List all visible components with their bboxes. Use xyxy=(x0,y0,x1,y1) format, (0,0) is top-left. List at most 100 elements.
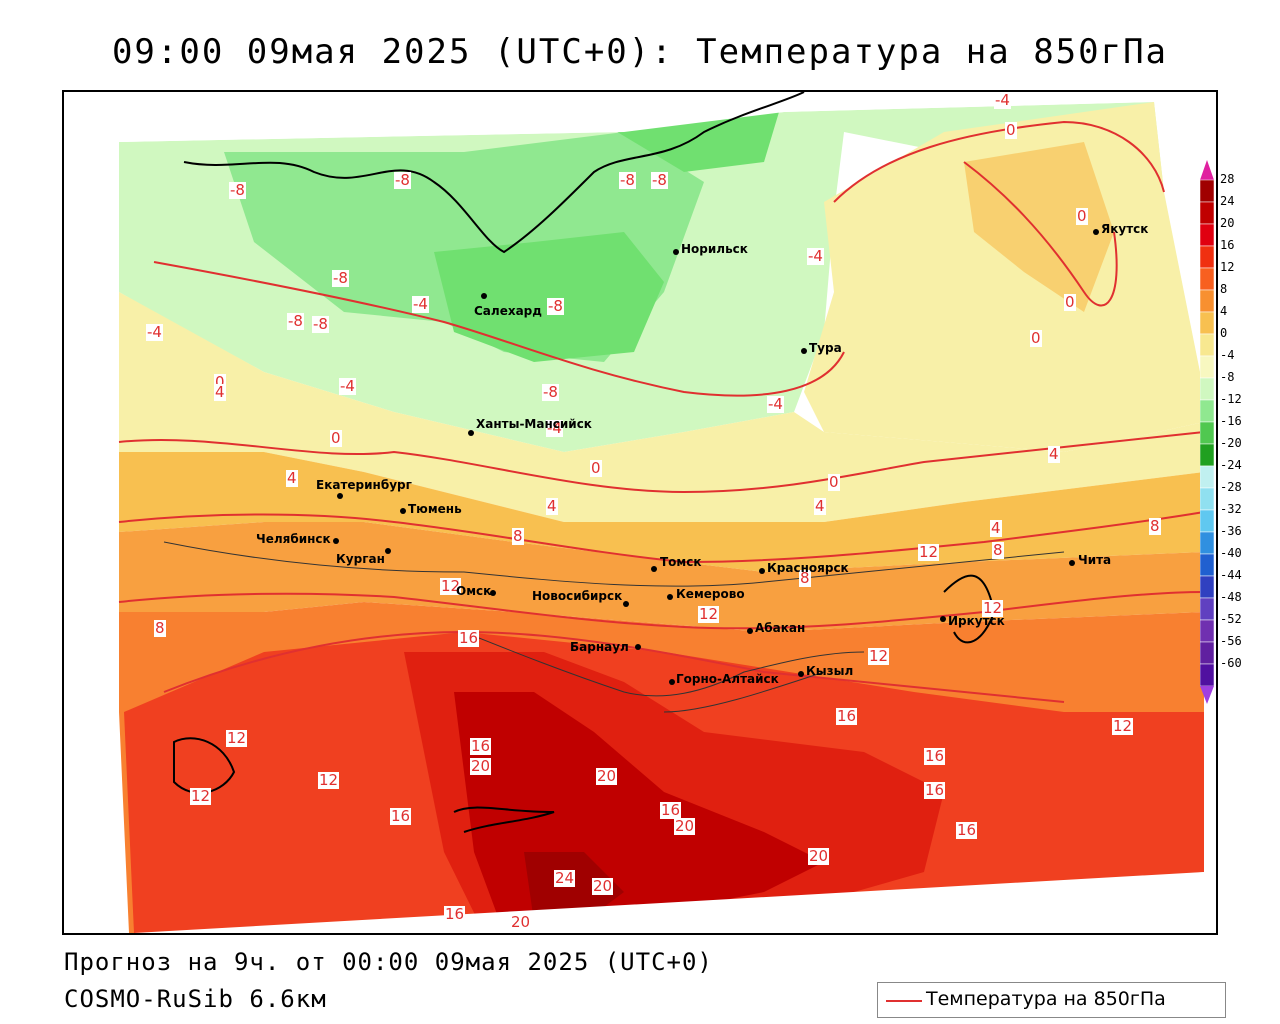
colorbar-tick-label: -32 xyxy=(1220,502,1242,516)
contour-label: 0 xyxy=(1076,207,1088,225)
contour-label: 8 xyxy=(512,527,524,545)
city-label: Чита xyxy=(1078,553,1112,567)
colorbar-tick-label: 4 xyxy=(1220,304,1228,318)
city-dot xyxy=(759,568,765,574)
colorbar-swatch xyxy=(1200,619,1215,643)
city-dot xyxy=(1069,560,1075,566)
contour-label: 8 xyxy=(799,569,811,587)
colorbar-tick-label: -40 xyxy=(1220,546,1242,560)
city-dot xyxy=(667,594,673,600)
map-title: 09:00 09мая 2025 (UTC+0): Температура на… xyxy=(111,32,1169,72)
city-label: Якутск xyxy=(1101,222,1149,236)
contour-label: -4 xyxy=(807,247,824,265)
contour-label: 16 xyxy=(458,629,480,647)
contour-label: 4 xyxy=(1048,445,1060,463)
colorbar-tick-label: 8 xyxy=(1220,282,1228,296)
contour-label: 16 xyxy=(390,807,412,825)
colorbar-swatch xyxy=(1200,465,1215,489)
contour-label: -8 xyxy=(287,312,304,330)
temperature-field xyxy=(64,92,1216,933)
city-dot xyxy=(490,590,496,596)
colorbar-swatch xyxy=(1200,663,1215,687)
colorbar-swatch xyxy=(1200,333,1215,357)
city-dot xyxy=(673,249,679,255)
colorbar-top-arrow xyxy=(1200,160,1214,180)
contour-label: 16 xyxy=(444,905,466,923)
colorbar-swatch xyxy=(1200,201,1215,225)
colorbar-swatch xyxy=(1200,179,1215,203)
city-dot xyxy=(651,566,657,572)
colorbar-swatch xyxy=(1200,443,1215,467)
city-label: Красноярск xyxy=(767,561,849,575)
contour-label: 24 xyxy=(554,869,576,887)
city-label: Барнаул xyxy=(570,640,629,654)
city-dot xyxy=(333,538,339,544)
contour-label: 16 xyxy=(956,821,978,839)
colorbar-swatch xyxy=(1200,421,1215,445)
contour-label: 8 xyxy=(992,541,1004,559)
colorbar-tick-label: 20 xyxy=(1220,216,1235,230)
contour-label: 20 xyxy=(510,913,532,931)
contour-label: 12 xyxy=(868,647,890,665)
colorbar-tick-label: -8 xyxy=(1220,370,1235,384)
contour-label: -4 xyxy=(767,395,784,413)
contour-label: 12 xyxy=(318,771,340,789)
city-label: Ханты-Мансийск xyxy=(476,417,592,431)
city-dot xyxy=(747,628,753,634)
colorbar xyxy=(1200,160,1215,704)
contour-label: -8 xyxy=(229,181,246,199)
contour-label: 12 xyxy=(226,729,248,747)
colorbar-swatch xyxy=(1200,641,1215,665)
contour-label: 12 xyxy=(698,605,720,623)
city-dot xyxy=(468,430,474,436)
contour-label: 8 xyxy=(154,619,166,637)
contour-label: -8 xyxy=(547,297,564,315)
contour-label: 0 xyxy=(828,473,840,491)
contour-label: 12 xyxy=(982,599,1004,617)
colorbar-swatch xyxy=(1200,311,1215,335)
city-dot xyxy=(623,601,629,607)
colorbar-tick-label: -48 xyxy=(1220,590,1242,604)
colorbar-tick-label: 24 xyxy=(1220,194,1235,208)
city-dot xyxy=(481,293,487,299)
contour-label: 0 xyxy=(590,459,602,477)
map-panel[interactable]: -8 -8 -8 -8 -8 -4 -8 -8 -4 -8 -4 -4 0 0 … xyxy=(62,90,1218,935)
colorbar-tick-label: -60 xyxy=(1220,656,1242,670)
city-label: Екатеринбург xyxy=(316,478,412,492)
contour-label: 12 xyxy=(440,577,462,595)
city-dot xyxy=(669,679,675,685)
city-dot xyxy=(635,644,641,650)
contour-label: 4 xyxy=(214,383,226,401)
forecast-info: Прогноз на 9ч. от 00:00 09мая 2025 (UTC+… xyxy=(64,948,713,976)
colorbar-tick-label: -52 xyxy=(1220,612,1242,626)
colorbar-swatch xyxy=(1200,223,1215,247)
contour-label: 4 xyxy=(814,497,826,515)
contour-label: 0 xyxy=(214,373,226,391)
legend-label: Температура на 850гПа xyxy=(926,988,1166,1010)
colorbar-tick-label: 16 xyxy=(1220,238,1235,252)
contour-label: -4 xyxy=(146,323,163,341)
colorbar-tick-label: -28 xyxy=(1220,480,1242,494)
city-dot xyxy=(798,671,804,677)
contour-label: 0 xyxy=(1064,293,1076,311)
contour-label: 4 xyxy=(286,469,298,487)
city-label: Абакан xyxy=(755,621,806,635)
contour-label: 4 xyxy=(546,497,558,515)
contour-label: 12 xyxy=(190,787,212,805)
city-label: Томск xyxy=(660,555,702,569)
city-label: Иркутск xyxy=(948,614,1005,628)
contour-label: -8 xyxy=(332,269,349,287)
colorbar-swatch xyxy=(1200,245,1215,269)
city-label: Челябинск xyxy=(256,532,331,546)
city-label: Салехард xyxy=(474,304,542,318)
contour-label: -8 xyxy=(394,171,411,189)
colorbar-tick-label: 0 xyxy=(1220,326,1228,340)
contour-label: -4 xyxy=(994,91,1011,109)
colorbar-swatch xyxy=(1200,377,1215,401)
colorbar-swatch xyxy=(1200,399,1215,423)
city-label: Кемерово xyxy=(676,587,745,601)
contour-label: -4 xyxy=(546,419,563,437)
colorbar-tick-label: -24 xyxy=(1220,458,1242,472)
contour-label: 20 xyxy=(470,757,492,775)
city-dot xyxy=(337,493,343,499)
